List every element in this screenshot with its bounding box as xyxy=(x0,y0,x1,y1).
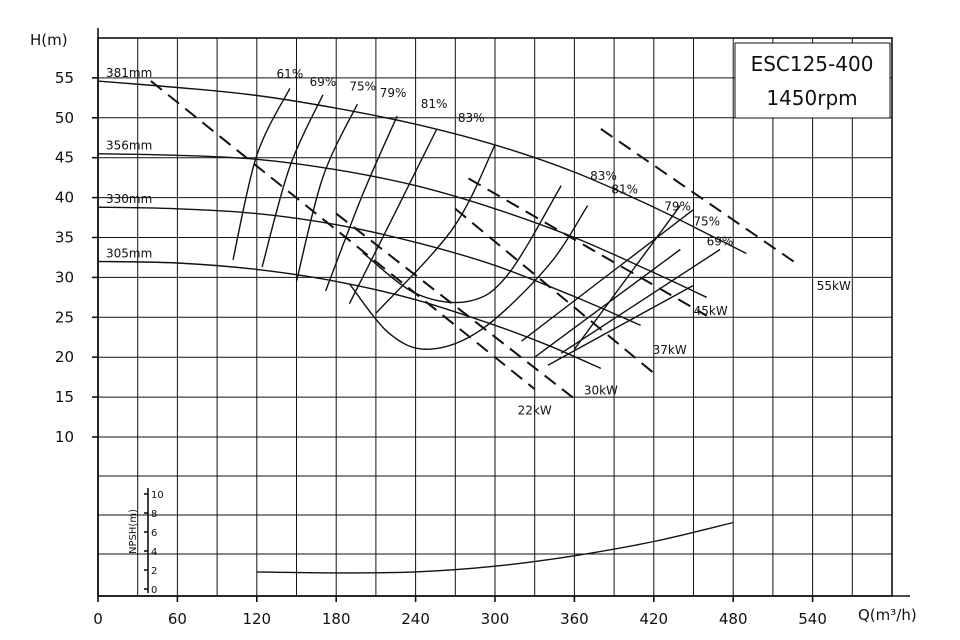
power-line-label: 55kW xyxy=(817,279,851,293)
x-tick-label: 360 xyxy=(560,610,589,628)
head-curve xyxy=(97,153,708,299)
efficiency-label: 75% xyxy=(693,215,720,229)
y-tick-label: 55 xyxy=(55,69,74,87)
title-box: ESC125-400 1450rpm xyxy=(734,42,891,119)
efficiency-label: 81% xyxy=(421,97,448,111)
x-tick-label: 0 xyxy=(93,610,103,628)
y-tick-label: 25 xyxy=(55,308,74,326)
efficiency-island-curve xyxy=(348,205,589,350)
npsh-tick-label: 0 xyxy=(151,585,157,596)
y-tick-label: 50 xyxy=(55,109,74,127)
x-tick-label: 180 xyxy=(322,610,351,628)
power-line-label: 45kW xyxy=(694,304,728,318)
efficiency-label: 79% xyxy=(664,199,691,213)
head-curves: 381mm 356mm 330mm 305mm xyxy=(97,66,747,370)
efficiency-curve xyxy=(348,128,438,305)
efficiency-curve xyxy=(375,144,496,314)
x-tick-label: 240 xyxy=(401,610,430,628)
power-line xyxy=(600,128,800,267)
efficiency-curves xyxy=(232,87,721,366)
y-tick-label: 20 xyxy=(55,348,74,366)
x-tick-label: 480 xyxy=(719,610,748,628)
power-line-label: 37kW xyxy=(653,343,687,357)
y-tick-label: 45 xyxy=(55,149,74,167)
npsh-axis-title: NPSH(m) xyxy=(128,509,139,554)
head-curve xyxy=(97,260,602,370)
impeller-diameter-label: 356mm xyxy=(106,139,152,153)
x-tick-label: 300 xyxy=(481,610,510,628)
efficiency-labels: 61%69% 75% 79%81%83%83%81%79%75%69% xyxy=(277,67,734,249)
impeller-diameter-label: 330mm xyxy=(106,192,152,206)
power-lines: 22kW 30kW 37kW 45kW 55kW xyxy=(150,80,851,418)
y-tick-label: 35 xyxy=(55,229,74,247)
power-line-label: 30kW xyxy=(584,384,618,398)
efficiency-label: 69% xyxy=(707,234,734,248)
efficiency-label: 61% xyxy=(277,67,304,81)
efficiency-curve xyxy=(547,284,694,366)
impeller-diameter-label: 381mm xyxy=(106,66,152,80)
title-box-frame xyxy=(734,42,891,119)
x-tick-label: 420 xyxy=(639,610,668,628)
head-curve xyxy=(97,80,747,255)
npsh-tick-label: 8 xyxy=(151,509,157,520)
npsh-tick-label: 6 xyxy=(151,528,157,539)
y-tick-label: 15 xyxy=(55,388,74,406)
x-tick-label: 540 xyxy=(798,610,827,628)
y-tick-label: 30 xyxy=(55,268,74,286)
efficiency-curve xyxy=(521,209,694,342)
y-tick-label: 40 xyxy=(55,189,74,207)
npsh-panel: 10 8 6 4 2 0 NPSH(m) xyxy=(128,488,734,596)
npsh-curve xyxy=(256,521,734,574)
efficiency-curve xyxy=(232,87,291,260)
npsh-tick-label: 10 xyxy=(151,490,164,501)
x-tick-label: 120 xyxy=(242,610,271,628)
efficiency-curve xyxy=(573,205,681,350)
y-tick-label: 10 xyxy=(55,428,74,446)
head-curve xyxy=(97,206,641,326)
npsh-tick-label: 2 xyxy=(151,566,157,577)
efficiency-label: 69% xyxy=(310,75,337,89)
npsh-tick-label: 4 xyxy=(151,547,157,558)
chart-title: ESC125-400 xyxy=(751,52,874,76)
efficiency-label: 79% xyxy=(380,86,407,100)
x-tick-label: 60 xyxy=(168,610,187,628)
y-axis-title: H(m) xyxy=(30,31,68,49)
efficiency-label: 83% xyxy=(458,111,485,125)
x-axis-title: Q(m³/h) xyxy=(858,606,917,624)
impeller-diameter-label: 305mm xyxy=(106,246,152,260)
power-line xyxy=(468,177,708,317)
power-line-label: 22kW xyxy=(518,404,552,418)
efficiency-curve xyxy=(295,103,359,282)
power-line xyxy=(150,80,536,390)
efficiency-label: 81% xyxy=(611,183,638,197)
efficiency-island-curve xyxy=(362,185,562,304)
efficiency-label: 75% xyxy=(349,80,376,94)
efficiency-label: 83% xyxy=(590,169,617,183)
efficiency-curve xyxy=(560,248,721,354)
efficiency-curve xyxy=(324,115,398,292)
efficiency-curve xyxy=(261,94,324,268)
grid xyxy=(98,38,892,596)
power-line xyxy=(335,212,576,400)
chart-subtitle: 1450rpm xyxy=(766,86,857,110)
